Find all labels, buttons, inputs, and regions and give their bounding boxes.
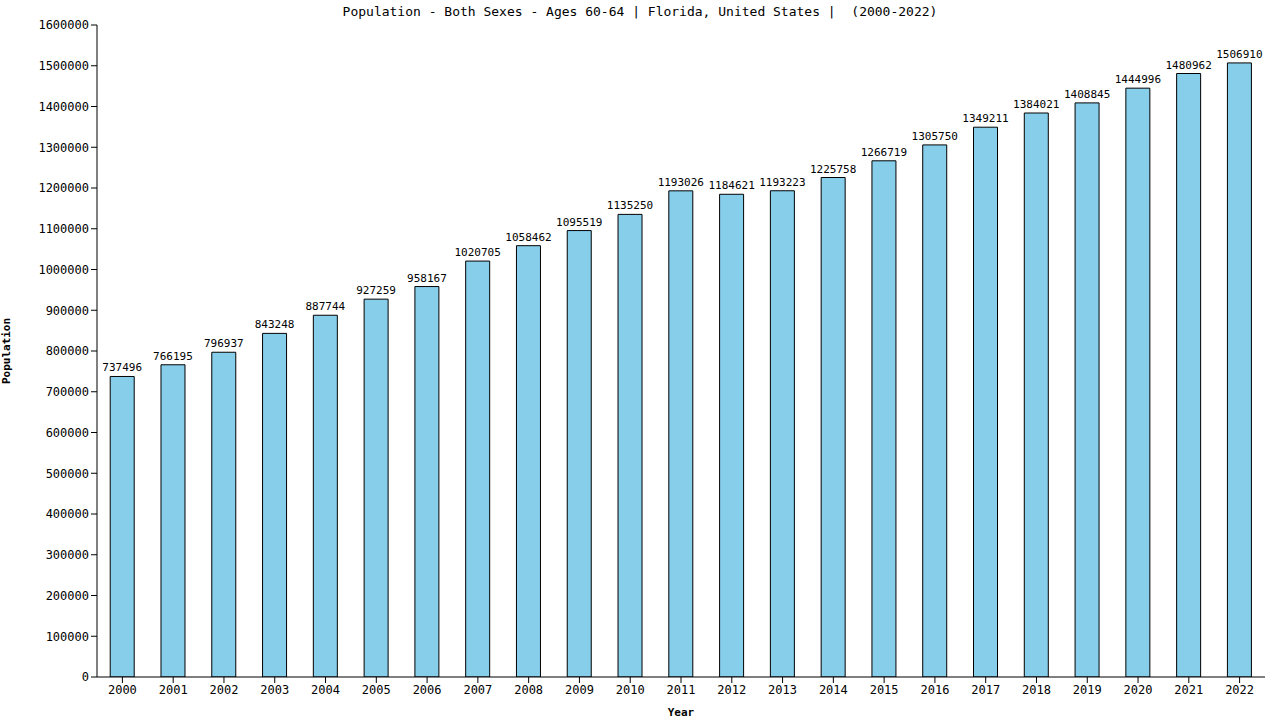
svg-text:2013: 2013 xyxy=(768,683,797,697)
html-text:Population - Both Sexes - Ages: Population - Both Sexes - Ages 60-64 | F… xyxy=(342,4,938,19)
svg-text:1408845: 1408845 xyxy=(1064,88,1110,101)
svg-text:2007: 2007 xyxy=(463,683,492,697)
svg-text:1000000: 1000000 xyxy=(38,263,89,277)
svg-text:300000: 300000 xyxy=(46,548,89,562)
svg-text:2021: 2021 xyxy=(1174,683,1203,697)
svg-text:2003: 2003 xyxy=(260,683,289,697)
svg-text:2016: 2016 xyxy=(920,683,949,697)
svg-text:500000: 500000 xyxy=(46,467,89,481)
svg-text:1349211: 1349211 xyxy=(962,112,1008,125)
svg-text:Year: Year xyxy=(668,706,695,719)
svg-text:2019: 2019 xyxy=(1073,683,1102,697)
svg-text:400000: 400000 xyxy=(46,507,89,521)
svg-text:1095519: 1095519 xyxy=(556,216,602,229)
svg-text:1100000: 1100000 xyxy=(38,222,89,236)
svg-text:1200000: 1200000 xyxy=(38,181,89,195)
svg-text:796937: 796937 xyxy=(204,337,244,350)
svg-text:1480962: 1480962 xyxy=(1165,59,1211,72)
svg-text:2008: 2008 xyxy=(514,683,543,697)
svg-text:800000: 800000 xyxy=(46,344,89,358)
svg-text:843248: 843248 xyxy=(255,318,295,331)
svg-text:1305750: 1305750 xyxy=(912,130,958,143)
svg-text:2002: 2002 xyxy=(210,683,239,697)
svg-text:1135250: 1135250 xyxy=(607,199,653,212)
svg-text:737496: 737496 xyxy=(102,361,142,374)
svg-text:200000: 200000 xyxy=(46,589,89,603)
svg-text:766195: 766195 xyxy=(153,350,193,363)
svg-text:958167: 958167 xyxy=(407,272,447,285)
svg-text:1020705: 1020705 xyxy=(455,246,501,259)
svg-text:1600000: 1600000 xyxy=(38,18,89,32)
svg-text:1225758: 1225758 xyxy=(810,163,856,176)
svg-text:Population: Population xyxy=(8,318,13,384)
svg-text:1184621: 1184621 xyxy=(708,179,754,192)
svg-text:600000: 600000 xyxy=(46,426,89,440)
svg-text:1500000: 1500000 xyxy=(38,59,89,73)
svg-text:2012: 2012 xyxy=(717,683,746,697)
svg-text:1058462: 1058462 xyxy=(505,231,551,244)
svg-text:2010: 2010 xyxy=(616,683,645,697)
svg-text:2022: 2022 xyxy=(1225,683,1254,697)
svg-text:900000: 900000 xyxy=(46,304,89,318)
svg-text:2018: 2018 xyxy=(1022,683,1051,697)
svg-text:0: 0 xyxy=(82,670,89,684)
svg-text:2011: 2011 xyxy=(667,683,696,697)
svg-text:2005: 2005 xyxy=(362,683,391,697)
svg-text:2017: 2017 xyxy=(971,683,1000,697)
svg-text:1300000: 1300000 xyxy=(38,141,89,155)
svg-text:1444996: 1444996 xyxy=(1115,73,1161,86)
svg-text:1266719: 1266719 xyxy=(861,146,907,159)
svg-text:887744: 887744 xyxy=(305,300,345,313)
svg-text:1193223: 1193223 xyxy=(759,176,805,189)
svg-text:1384021: 1384021 xyxy=(1013,98,1059,111)
svg-text:2009: 2009 xyxy=(565,683,594,697)
svg-text:2006: 2006 xyxy=(413,683,442,697)
svg-text:2020: 2020 xyxy=(1124,683,1153,697)
svg-text:700000: 700000 xyxy=(46,385,89,399)
svg-text:2014: 2014 xyxy=(819,683,848,697)
svg-text:2004: 2004 xyxy=(311,683,340,697)
svg-text:2015: 2015 xyxy=(870,683,899,697)
svg-text:2000: 2000 xyxy=(108,683,137,697)
svg-text:1506910: 1506910 xyxy=(1216,48,1262,61)
svg-text:927259: 927259 xyxy=(356,284,396,297)
svg-text:1193026: 1193026 xyxy=(658,176,704,189)
svg-text:2001: 2001 xyxy=(159,683,188,697)
svg-text:100000: 100000 xyxy=(46,630,89,644)
svg-text:1400000: 1400000 xyxy=(38,100,89,114)
